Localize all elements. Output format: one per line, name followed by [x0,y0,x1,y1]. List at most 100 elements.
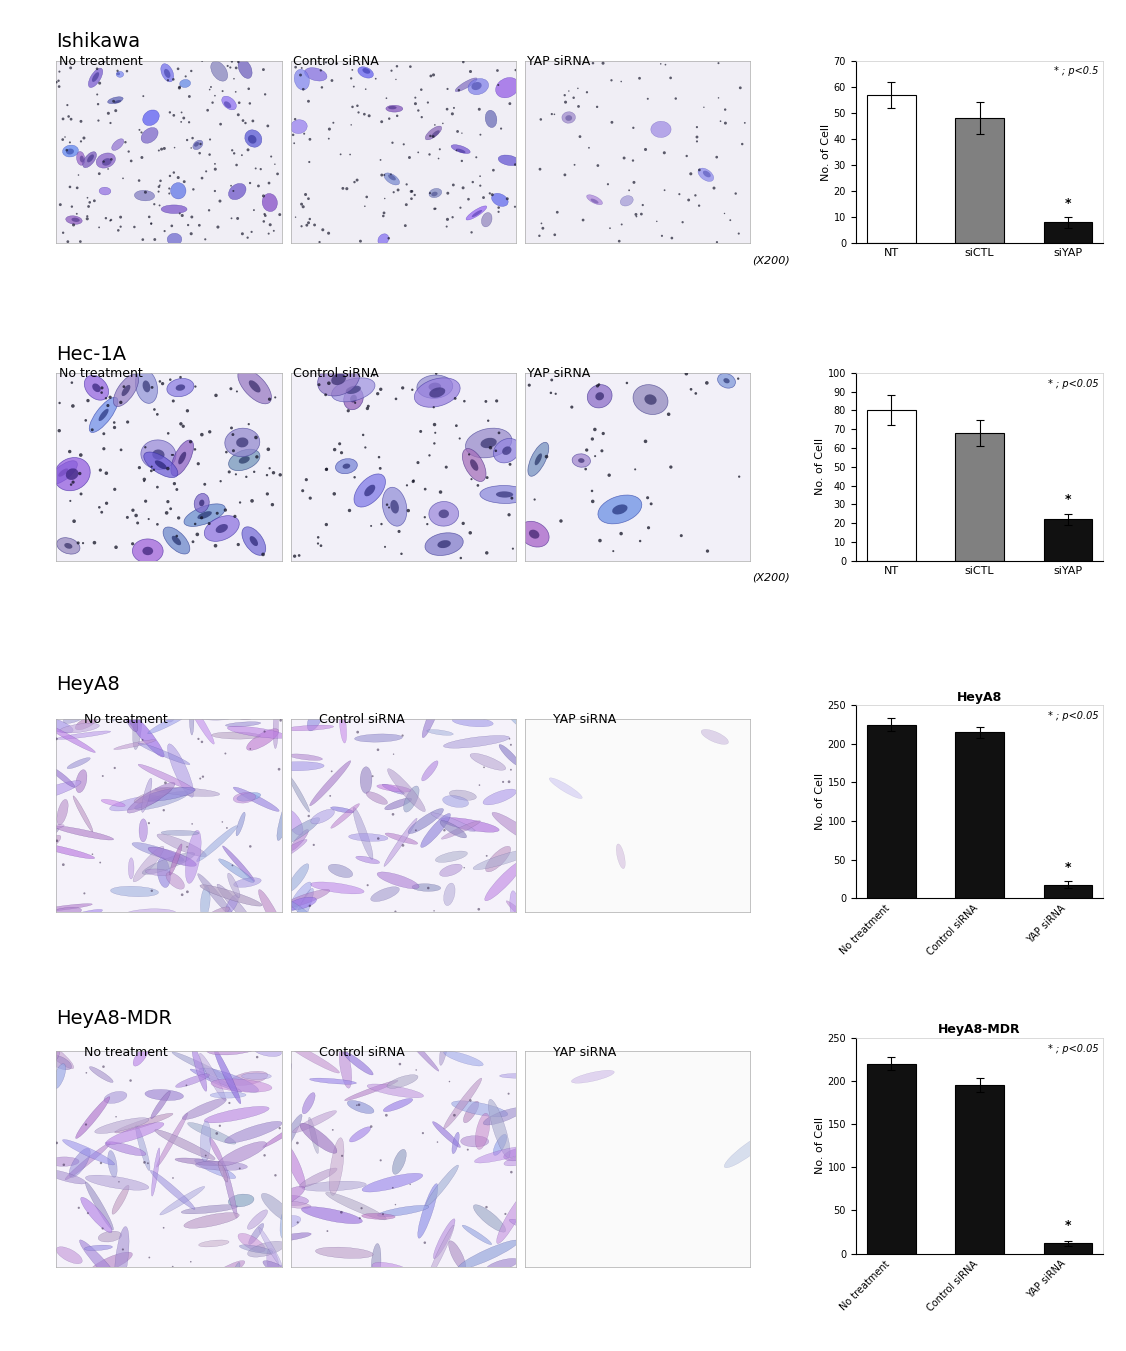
Point [708,231,726,253]
Point [133,147,151,169]
Point [452,197,470,219]
Point [712,111,730,132]
Point [429,147,447,169]
Point [78,1062,96,1084]
Ellipse shape [294,69,310,91]
Point [260,388,278,409]
Ellipse shape [452,1101,508,1117]
Ellipse shape [571,1070,615,1084]
Ellipse shape [37,843,95,859]
Ellipse shape [464,1101,479,1123]
Ellipse shape [189,697,194,735]
Point [571,126,589,147]
Point [471,165,489,186]
Ellipse shape [80,1240,123,1288]
Point [99,158,117,180]
Point [157,771,175,793]
Ellipse shape [268,1250,301,1302]
Point [378,494,396,516]
Point [169,58,187,80]
Point [166,473,184,494]
Ellipse shape [193,141,203,150]
Ellipse shape [39,1050,60,1070]
Ellipse shape [453,717,493,727]
Ellipse shape [249,380,260,393]
Point [375,203,393,224]
Bar [955,118,1004,243]
Ellipse shape [236,812,245,836]
Ellipse shape [84,1246,113,1251]
Point [318,513,336,535]
Point [393,543,411,565]
Text: * ; p<0.5: * ; p<0.5 [1054,66,1099,76]
Point [653,226,671,247]
Point [388,55,406,77]
Ellipse shape [426,1165,458,1206]
Ellipse shape [217,884,254,927]
Point [415,1232,434,1254]
Ellipse shape [138,819,148,842]
Ellipse shape [191,1046,207,1092]
Point [363,515,381,536]
Y-axis label: No. of Cell: No. of Cell [814,773,824,831]
Point [318,51,336,73]
Ellipse shape [207,1042,258,1055]
Ellipse shape [331,804,359,828]
Point [83,419,101,440]
Ellipse shape [349,834,388,842]
Point [682,378,700,400]
Point [358,397,376,419]
Ellipse shape [80,155,84,162]
Point [178,836,196,858]
Point [301,128,319,150]
Point [124,534,142,555]
Text: HeyA8: HeyA8 [56,676,120,694]
Point [254,543,272,565]
Point [403,378,421,400]
Point [150,176,168,197]
Point [63,196,81,218]
Bar [867,411,915,561]
Ellipse shape [227,725,287,739]
Ellipse shape [89,1252,133,1274]
Point [502,759,520,781]
Point [247,158,265,180]
Ellipse shape [266,1216,301,1231]
Point [440,1071,458,1093]
Text: Control siRNA: Control siRNA [293,55,378,69]
Point [385,743,403,765]
Ellipse shape [239,457,250,463]
Point [211,190,229,212]
Point [106,757,124,778]
Point [578,81,596,103]
Ellipse shape [502,446,511,455]
Ellipse shape [122,701,137,732]
Point [231,1158,249,1179]
Ellipse shape [485,846,511,871]
Point [131,457,149,478]
Point [312,59,330,81]
Ellipse shape [493,907,538,928]
Point [302,488,320,509]
Point [384,132,402,154]
Ellipse shape [431,130,439,138]
Ellipse shape [87,154,93,162]
Point [730,466,748,488]
Point [313,77,331,99]
Point [324,112,342,134]
Point [196,228,214,250]
Point [214,80,232,101]
Ellipse shape [56,800,69,825]
Point [388,105,406,127]
Ellipse shape [176,385,185,390]
Point [422,65,440,86]
Ellipse shape [135,792,188,811]
Point [163,444,181,466]
Ellipse shape [262,193,277,212]
Ellipse shape [468,78,489,95]
Point [185,178,203,200]
Point [286,108,304,130]
Ellipse shape [473,848,536,870]
Ellipse shape [224,101,231,108]
Point [72,484,90,505]
